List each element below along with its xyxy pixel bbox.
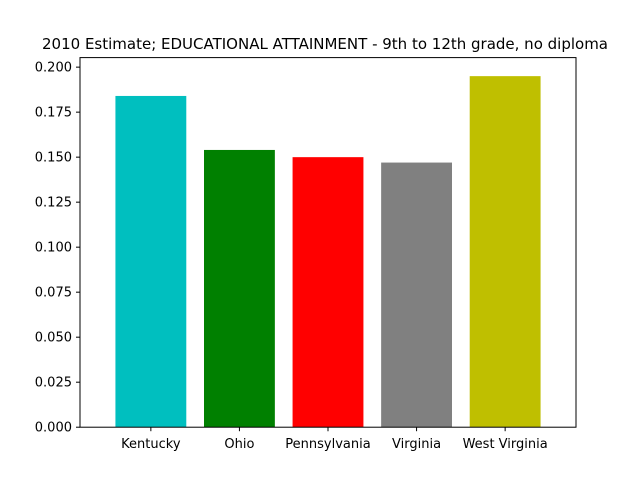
bar-ohio (204, 149, 275, 428)
x-tick-label: West Virginia (463, 437, 548, 452)
x-tick-label: Kentucky (121, 437, 181, 452)
bars-group (115, 76, 541, 428)
y-axis: 0.000 0.025 0.050 0.075 0.100 0.125 0.150 0.175… (35, 61, 80, 436)
chart-title: 2010 Estimate; EDUCATIONAL ATTAINMENT - … (42, 35, 608, 53)
y-tick-label: 0.125 (35, 196, 72, 211)
y-tick-label: 0.150 (35, 151, 72, 166)
x-tick-label: Virginia (392, 437, 441, 452)
y-tick-label: 0.200 (35, 61, 72, 76)
x-tick-label: Pennsylvania (285, 437, 370, 452)
x-tick-label: Ohio (224, 437, 254, 452)
bar-kentucky (115, 95, 187, 428)
bar-virginia (381, 162, 452, 428)
y-tick-label: 0.050 (35, 331, 72, 346)
bar-pennsylvania (292, 157, 364, 428)
x-axis: Kentucky Ohio Pennsylvania Virginia West Vir… (121, 427, 548, 452)
y-tick-label: 0.175 (35, 106, 72, 121)
y-tick-label: 0.100 (35, 241, 72, 256)
y-tick-label: 0.000 (35, 421, 72, 436)
plot-frame (79, 57, 577, 428)
y-tick-label: 0.075 (35, 286, 72, 301)
y-tick-label: 0.025 (35, 376, 72, 391)
bar-west-virginia (469, 76, 541, 428)
